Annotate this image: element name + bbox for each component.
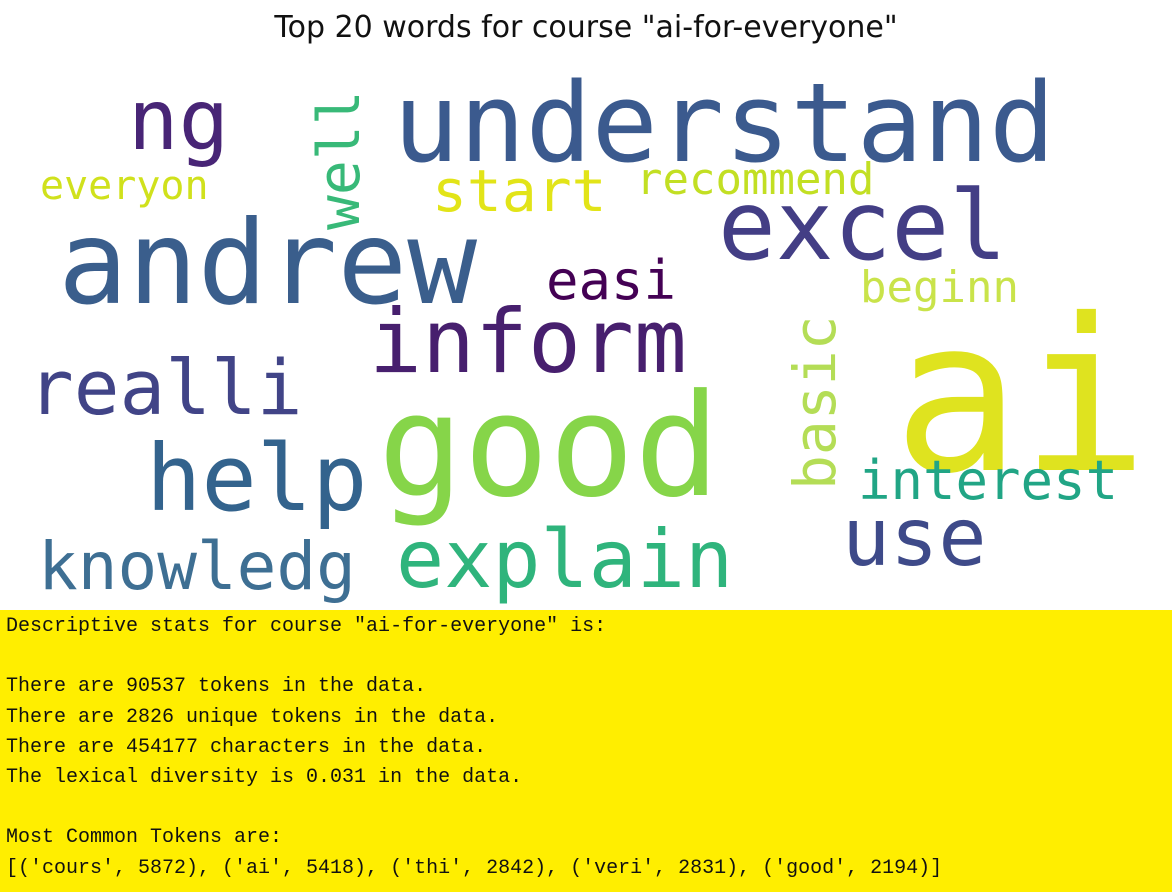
word-everyon: everyon xyxy=(40,163,209,209)
output-line: There are 90537 tokens in the data. xyxy=(6,675,427,699)
word-ai: ai xyxy=(893,273,1149,520)
word-easi: easi xyxy=(546,249,677,312)
word-inform: inform xyxy=(369,290,687,393)
output-line: There are 2826 unique tokens in the data… xyxy=(6,705,499,729)
output-text: Descriptive stats for course "ai-for-eve… xyxy=(0,610,1172,884)
word-interest: interest xyxy=(858,449,1119,512)
word-cloud: ai good understand andrew excel help inf… xyxy=(0,58,1172,610)
output-line: Most Common Tokens are: xyxy=(6,826,283,850)
word-good: good xyxy=(378,364,720,529)
word-help: help xyxy=(146,425,368,532)
output-line: There are 454177 characters in the data. xyxy=(6,735,487,759)
word-use: use xyxy=(842,491,987,584)
word-realli: realli xyxy=(28,343,303,432)
word-knowledg: knowledg xyxy=(38,528,356,605)
word-beginn: beginn xyxy=(860,262,1019,313)
output-line: The lexical diversity is 0.031 in the da… xyxy=(6,766,523,790)
output-line: [('cours', 5872), ('ai', 5418), ('thi', … xyxy=(6,856,943,880)
output-line: Descriptive stats for course "ai-for-eve… xyxy=(6,615,607,638)
cell-output: Descriptive stats for course "ai-for-eve… xyxy=(0,610,1172,892)
word-start: start xyxy=(432,157,607,225)
word-basic: basic xyxy=(781,315,849,490)
word-ng: ng xyxy=(128,71,230,169)
word-recommend: recommend xyxy=(636,154,875,205)
word-well: well xyxy=(305,90,373,230)
word-andrew: andrew xyxy=(58,196,478,331)
word-excel: excel xyxy=(718,170,1007,282)
figure-title: Top 20 words for course "ai-for-everyone… xyxy=(274,10,898,45)
word-explain: explain xyxy=(396,513,734,606)
word-understand: understand xyxy=(393,59,1056,187)
